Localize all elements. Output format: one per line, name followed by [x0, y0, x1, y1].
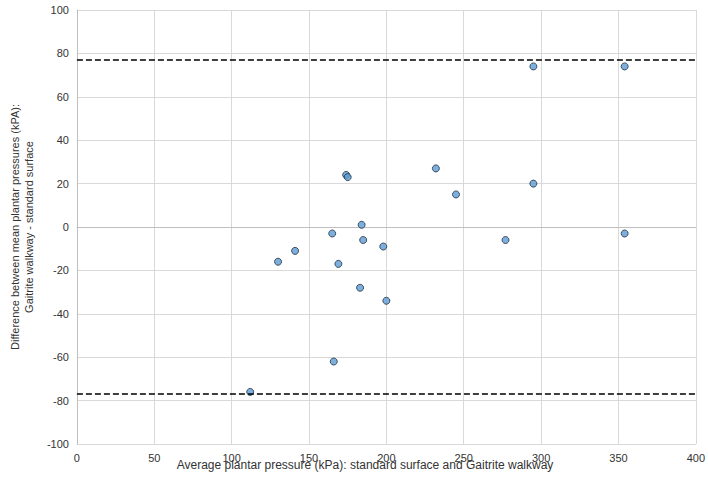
svg-text:50: 50: [148, 452, 160, 464]
svg-text:-40: -40: [53, 308, 69, 320]
svg-text:0: 0: [74, 452, 80, 464]
svg-text:400: 400: [687, 452, 705, 464]
svg-text:Gaitrite walkway - standard su: Gaitrite walkway - standard surface: [23, 141, 35, 313]
svg-text:Difference between mean planta: Difference between mean plantar pressure…: [9, 104, 21, 350]
svg-text:0: 0: [63, 221, 69, 233]
svg-text:-100: -100: [47, 438, 69, 450]
svg-text:80: 80: [57, 47, 69, 59]
svg-text:Average plantar pressure (kPa): Average plantar pressure (kPa): standard…: [177, 458, 554, 472]
svg-text:350: 350: [609, 452, 627, 464]
svg-text:20: 20: [57, 178, 69, 190]
svg-text:-80: -80: [53, 395, 69, 407]
svg-text:40: 40: [57, 134, 69, 146]
svg-text:-20: -20: [53, 264, 69, 276]
svg-text:100: 100: [51, 4, 69, 16]
svg-text:-60: -60: [53, 351, 69, 363]
svg-text:60: 60: [57, 91, 69, 103]
